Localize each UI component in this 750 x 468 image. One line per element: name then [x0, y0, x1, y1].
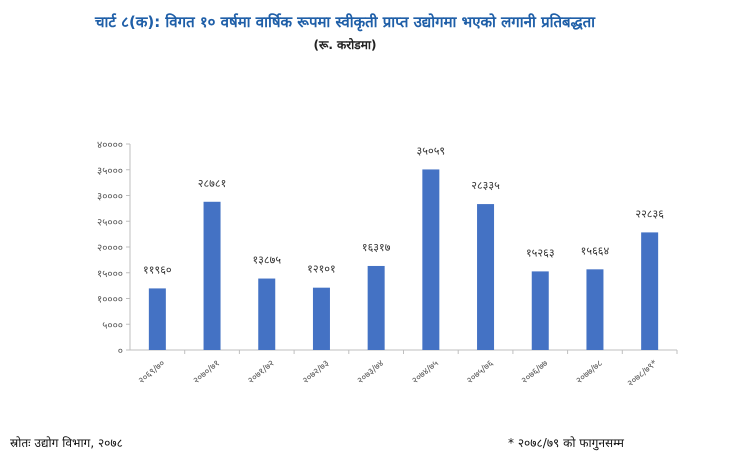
y-tick-label: ४०००० [97, 140, 123, 151]
y-tick-label: २५००० [97, 217, 123, 228]
bar [148, 288, 166, 350]
x-tick-label: २०७१/७२ [246, 358, 277, 386]
data-label: १५२६३ [526, 246, 555, 259]
data-label: १३८७५ [252, 254, 281, 267]
chart-title: चार्ट ८(क): विगत १० वर्षमा वार्षिक रूपमा… [94, 13, 596, 31]
footnote: * २०७८/७९ को फागुनसम्म [508, 436, 624, 450]
bar [641, 232, 659, 350]
bar [258, 278, 276, 350]
x-tick-label: २०७०/७१ [192, 359, 222, 387]
y-tick-label: ३०००० [97, 192, 123, 203]
y-tick-label: १५००० [97, 269, 123, 280]
data-label: २८७८१ [198, 177, 227, 190]
y-tick-label: ० [118, 346, 123, 357]
y-tick-label: १०००० [97, 295, 123, 306]
data-label: २२८३६ [635, 207, 664, 220]
bar [312, 287, 330, 350]
x-tick-label: २०७५/७६ [465, 358, 496, 386]
data-label: १२१०१ [307, 263, 336, 276]
bar-chart: ० ५००० १०००० १५००० २०००० २५००० ३०००० ३५००० ४००००… [97, 140, 678, 389]
data-label: २८३३५ [471, 179, 500, 192]
x-tick-label: २०७६/७७ [520, 358, 551, 386]
x-tick-label: २०७७/७८ [575, 358, 606, 386]
source-note: स्रोतः उद्योग विभाग, २०७८ [10, 436, 123, 450]
data-label: ३५०५९ [417, 144, 446, 157]
data-label: ११९६० [143, 263, 172, 276]
y-tick-label: ३५००० [97, 166, 123, 177]
y-tick-label: २०००० [97, 243, 123, 254]
bar [367, 265, 385, 350]
data-label: १६३१७ [362, 241, 391, 254]
y-tick-label: ५००० [102, 320, 123, 331]
x-tick-label: २०७३/७४ [356, 358, 387, 386]
bar [422, 169, 440, 350]
bar [203, 201, 221, 350]
x-tick-label: २०७४/७५ [411, 358, 442, 386]
x-tick-label: २०७८/७९* [626, 358, 660, 389]
x-tick-label: २०६९/७० [137, 358, 168, 386]
bar [586, 269, 604, 350]
data-label: १५६६४ [581, 244, 610, 257]
bar [531, 271, 549, 350]
chart-subtitle: (रू. करोडमा) [313, 38, 377, 52]
x-tick-label: २०७२/७३ [301, 359, 331, 387]
bar [477, 204, 495, 350]
